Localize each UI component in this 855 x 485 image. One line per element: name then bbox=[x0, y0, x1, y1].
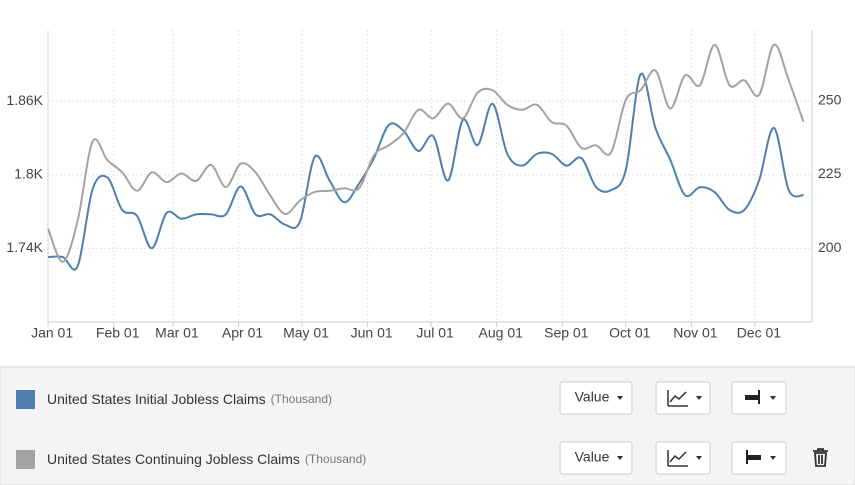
series-unit: (Thousand) bbox=[271, 392, 332, 406]
mode-label: Value bbox=[575, 389, 610, 405]
dropdown-arrow bbox=[770, 396, 776, 400]
x-tick-label: Apr 01 bbox=[222, 325, 263, 341]
legend-panel bbox=[0, 366, 855, 485]
legend-label: United States Continuing Jobless Claims (… bbox=[47, 451, 366, 467]
dropdown-arrow bbox=[696, 456, 702, 460]
y2-tick-label: 250 bbox=[818, 91, 842, 107]
y-tick-label: 1.86K bbox=[6, 92, 43, 108]
x-tick-label: Oct 01 bbox=[609, 325, 650, 341]
x-tick-label: Jan 01 bbox=[31, 325, 73, 341]
series-name: United States Continuing Jobless Claims bbox=[47, 451, 300, 467]
legend-swatch bbox=[16, 450, 35, 469]
row-controls-1[interactable] bbox=[559, 381, 787, 415]
x-tick-label: Sep 01 bbox=[544, 325, 589, 341]
y-tick-label: 1.8K bbox=[14, 165, 43, 181]
dropdown-arrow bbox=[696, 396, 702, 400]
y-tick-label: 1.74K bbox=[6, 239, 43, 255]
x-tick-label: Feb 01 bbox=[96, 325, 140, 341]
y2-tick-label: 225 bbox=[818, 165, 842, 181]
axis-right-icon bbox=[745, 390, 760, 404]
dropdown-arrow bbox=[770, 456, 776, 460]
series-line bbox=[47, 43, 805, 263]
y2-tick-label: 200 bbox=[818, 239, 842, 255]
mode-button[interactable] bbox=[559, 381, 633, 415]
dropdown-arrow bbox=[617, 456, 623, 460]
legend-label: United States Initial Jobless Claims (Tho… bbox=[47, 391, 332, 407]
x-tick-label: Mar 01 bbox=[155, 325, 199, 341]
series-line bbox=[48, 72, 804, 271]
line-icon bbox=[667, 390, 688, 407]
delete-icon[interactable] bbox=[813, 448, 828, 467]
x-tick-label: Jun 01 bbox=[351, 325, 393, 341]
series-name: United States Initial Jobless Claims bbox=[47, 391, 266, 407]
x-tick-label: May 01 bbox=[283, 325, 329, 341]
x-tick-label: Dec 01 bbox=[737, 325, 782, 341]
axis-left-icon bbox=[746, 450, 761, 464]
line-icon bbox=[667, 450, 688, 467]
row-controls-2[interactable] bbox=[559, 441, 828, 475]
chart-type-button[interactable] bbox=[655, 381, 711, 415]
grid bbox=[47, 30, 813, 327]
legend-swatch bbox=[16, 390, 35, 409]
series-unit: (Thousand) bbox=[305, 452, 366, 466]
x-tick-label: Aug 01 bbox=[479, 325, 524, 341]
x-tick-label: Jul 01 bbox=[416, 325, 454, 341]
mode-button[interactable] bbox=[559, 441, 633, 475]
x-tick-label: Nov 01 bbox=[673, 325, 718, 341]
chart-type-button[interactable] bbox=[655, 441, 711, 475]
mode-label: Value bbox=[575, 449, 610, 465]
dropdown-arrow bbox=[617, 396, 623, 400]
